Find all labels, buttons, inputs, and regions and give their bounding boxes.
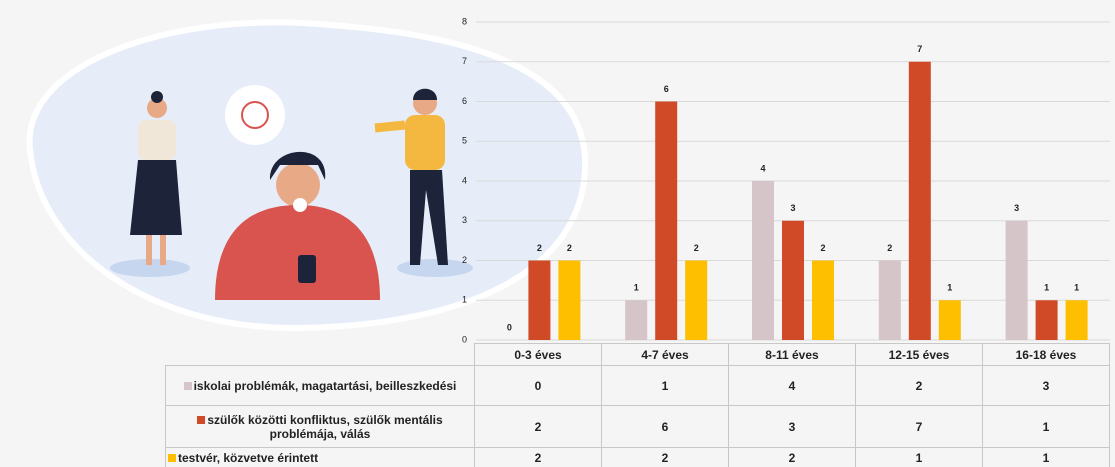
legend-cell: iskolai problémák, magatartási, beillesz… [166, 366, 475, 406]
thought-bubble [225, 85, 285, 145]
x-tick-label: 16-18 éves [983, 344, 1110, 366]
y-tick-label: 6 [462, 96, 467, 106]
x-tick-label: 0-3 éves [475, 344, 602, 366]
bar [528, 261, 550, 341]
legend-label: iskolai problémák, magatartási, beillesz… [194, 379, 457, 393]
legend-label: szülők közötti konfliktus, szülők mentál… [207, 413, 442, 441]
legend-swatch [184, 382, 192, 390]
table-row: iskolai problémák, magatartási, beillesz… [166, 366, 1110, 406]
table-row: szülők közötti konfliktus, szülők mentál… [166, 406, 1110, 448]
y-tick-label: 3 [462, 215, 467, 225]
table-value: 6 [602, 406, 729, 448]
table-value: 2 [856, 366, 983, 406]
bar [558, 261, 580, 341]
y-tick-label: 5 [462, 136, 467, 146]
bar [752, 181, 774, 340]
page: 012345678022162432271311 0-3 éves4-7 éve… [0, 0, 1115, 467]
table-value: 3 [983, 366, 1110, 406]
bar [909, 62, 931, 340]
y-tick-label: 1 [462, 295, 467, 305]
data-label: 2 [537, 243, 542, 253]
bar [812, 261, 834, 341]
data-label: 1 [1044, 283, 1049, 293]
data-label: 0 [507, 322, 512, 332]
data-label: 1 [634, 283, 639, 293]
legend-cell: testvér, közvetve érintett [166, 448, 475, 467]
illustration [30, 22, 586, 328]
data-label: 2 [887, 243, 892, 253]
legend-swatch [168, 454, 176, 462]
data-label: 3 [1014, 203, 1019, 213]
x-tick-label: 8-11 éves [729, 344, 856, 366]
table-value: 7 [856, 406, 983, 448]
y-tick-label: 4 [462, 175, 467, 185]
bar [655, 102, 677, 341]
table-value: 2 [475, 406, 602, 448]
data-label: 1 [1074, 283, 1079, 293]
data-label: 6 [664, 84, 669, 94]
bar [625, 300, 647, 340]
data-label: 2 [694, 243, 699, 253]
bar [1006, 221, 1028, 340]
bar [939, 300, 961, 340]
y-tick-label: 2 [462, 255, 467, 265]
bar [1066, 300, 1088, 340]
table-value: 1 [856, 448, 983, 467]
bar [685, 261, 707, 341]
table-value: 1 [983, 448, 1110, 467]
corner-cell [166, 344, 475, 366]
x-tick-label: 12-15 éves [856, 344, 983, 366]
data-label: 1 [947, 283, 952, 293]
y-tick-label: 8 [462, 16, 467, 26]
data-label: 2 [820, 243, 825, 253]
bar [1036, 300, 1058, 340]
table-value: 2 [729, 448, 856, 467]
x-tick-label: 4-7 éves [602, 344, 729, 366]
table-value: 2 [475, 448, 602, 467]
table-value: 3 [729, 406, 856, 448]
table-value: 4 [729, 366, 856, 406]
y-tick-label: 7 [462, 56, 467, 66]
table-value: 0 [475, 366, 602, 406]
legend-label: testvér, közvetve érintett [178, 451, 318, 465]
table-value: 1 [983, 406, 1110, 448]
data-label: 7 [917, 44, 922, 54]
bar [879, 261, 901, 341]
legend-cell: szülők közötti konfliktus, szülők mentál… [166, 406, 475, 448]
legend-swatch [197, 416, 205, 424]
bar [782, 221, 804, 340]
data-label: 4 [760, 163, 765, 173]
data-label: 3 [790, 203, 795, 213]
table-value: 2 [602, 448, 729, 467]
table-value: 1 [602, 366, 729, 406]
data-label: 2 [567, 243, 572, 253]
